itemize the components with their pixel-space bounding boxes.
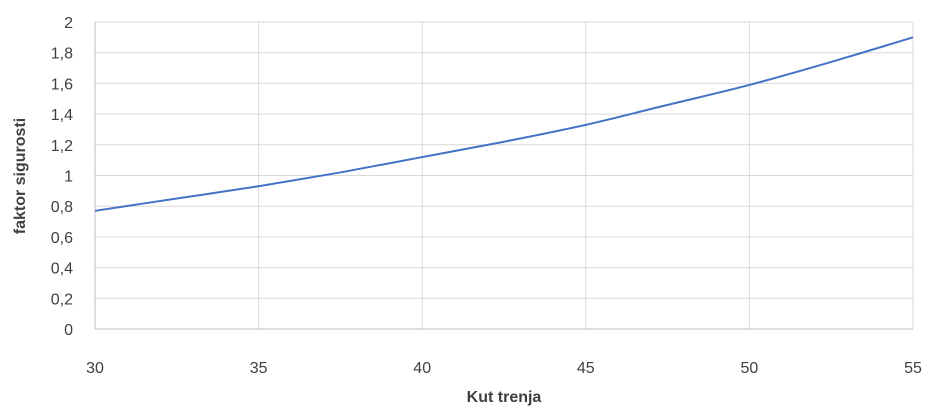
y-axis-title: faktor sigurosti <box>12 118 29 234</box>
series-group <box>94 36 914 212</box>
series-line <box>94 36 914 212</box>
x-tick-label: 35 <box>250 360 268 377</box>
x-tick-label: 45 <box>577 360 595 377</box>
axes <box>94 22 913 330</box>
y-tick-label: 0,8 <box>51 199 73 216</box>
x-tick-label: 55 <box>904 360 922 377</box>
x-axis-title: Kut trenja <box>467 389 542 406</box>
x-tick-label: 30 <box>86 360 104 377</box>
y-tick-label: 1,2 <box>51 138 73 155</box>
y-tick-label: 1 <box>64 169 73 186</box>
grid-lines <box>95 21 914 329</box>
y-tick-labels: 0 0,2 0,4 0,6 0,8 1 1,2 1,4 1,6 1,8 2 <box>51 15 73 339</box>
x-tick-label: 50 <box>741 360 759 377</box>
x-tick-labels: 30 35 40 45 50 55 <box>86 360 922 377</box>
y-tick-label: 0,2 <box>51 291 73 308</box>
x-tick-label: 40 <box>413 360 431 377</box>
y-tick-label: 1,4 <box>51 107 73 124</box>
y-tick-label: 1,8 <box>51 46 73 63</box>
y-tick-label: 0 <box>64 322 73 339</box>
y-tick-label: 0,4 <box>51 261 73 278</box>
y-tick-label: 2 <box>64 15 73 32</box>
y-tick-label: 1,6 <box>51 76 73 93</box>
y-tick-label: 0,6 <box>51 230 73 247</box>
